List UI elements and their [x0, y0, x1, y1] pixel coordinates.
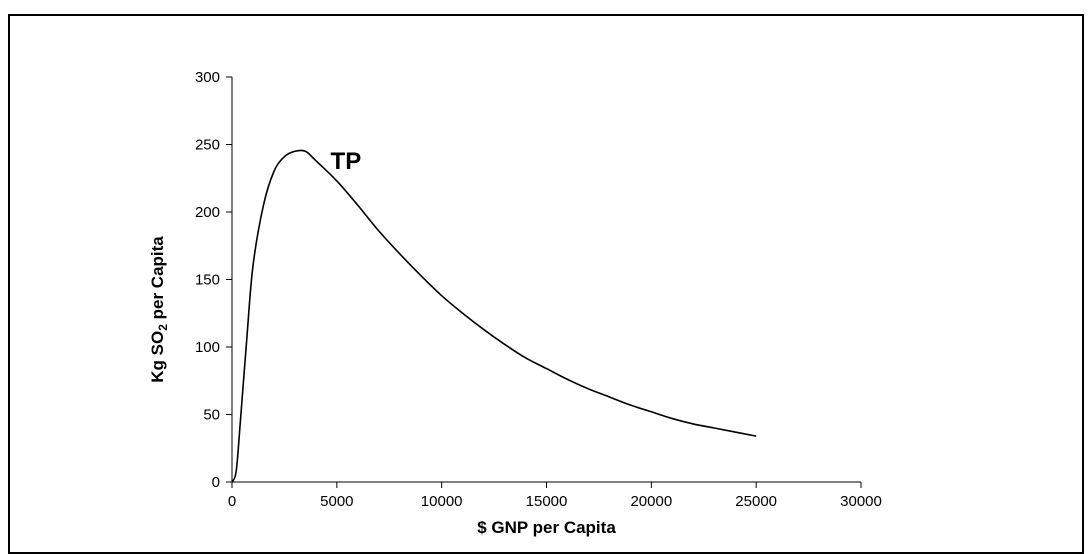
- y-tick-label: 250: [195, 137, 220, 154]
- annotation-label: TP: [331, 148, 362, 175]
- y-axis-label-subscript: 2: [156, 324, 170, 331]
- x-tick-label: 5000: [320, 493, 353, 510]
- x-axis-label: $ GNP per Capita: [477, 518, 616, 537]
- axes: [226, 76, 862, 488]
- series-layer: [231, 149, 757, 483]
- x-tick-label: 0: [228, 493, 236, 510]
- x-tick-label: 20000: [630, 493, 672, 510]
- y-tick-label: 300: [195, 69, 220, 86]
- y-axis-label-pre: Kg SO: [148, 331, 167, 383]
- tick-labels: 0 50 100 150 200 250 300 0 5000 10000 15000 20000 25…: [195, 69, 882, 510]
- x-tick-label: 10000: [421, 493, 463, 510]
- x-tick-label: 30000: [840, 493, 882, 510]
- x-tick-label: 15000: [526, 493, 568, 510]
- series-line: [231, 149, 757, 483]
- y-tick-label: 0: [212, 474, 220, 491]
- y-tick-label: 100: [195, 339, 220, 356]
- chart-frame: 0 50 100 150 200 250 300 0 5000 10000 15000 20000 25…: [8, 14, 1084, 554]
- y-tick-label: 150: [195, 272, 220, 289]
- chart: 0 50 100 150 200 250 300 0 5000 10000 15000 20000 25…: [148, 69, 882, 537]
- x-tick-label: 25000: [735, 493, 777, 510]
- y-axis-label: Kg SO2 per Capita: [148, 236, 170, 383]
- y-tick-label: 200: [195, 204, 220, 221]
- y-tick-label: 50: [203, 407, 220, 424]
- annotations: TP: [331, 148, 362, 175]
- y-axis-label-post: per Capita: [148, 236, 167, 324]
